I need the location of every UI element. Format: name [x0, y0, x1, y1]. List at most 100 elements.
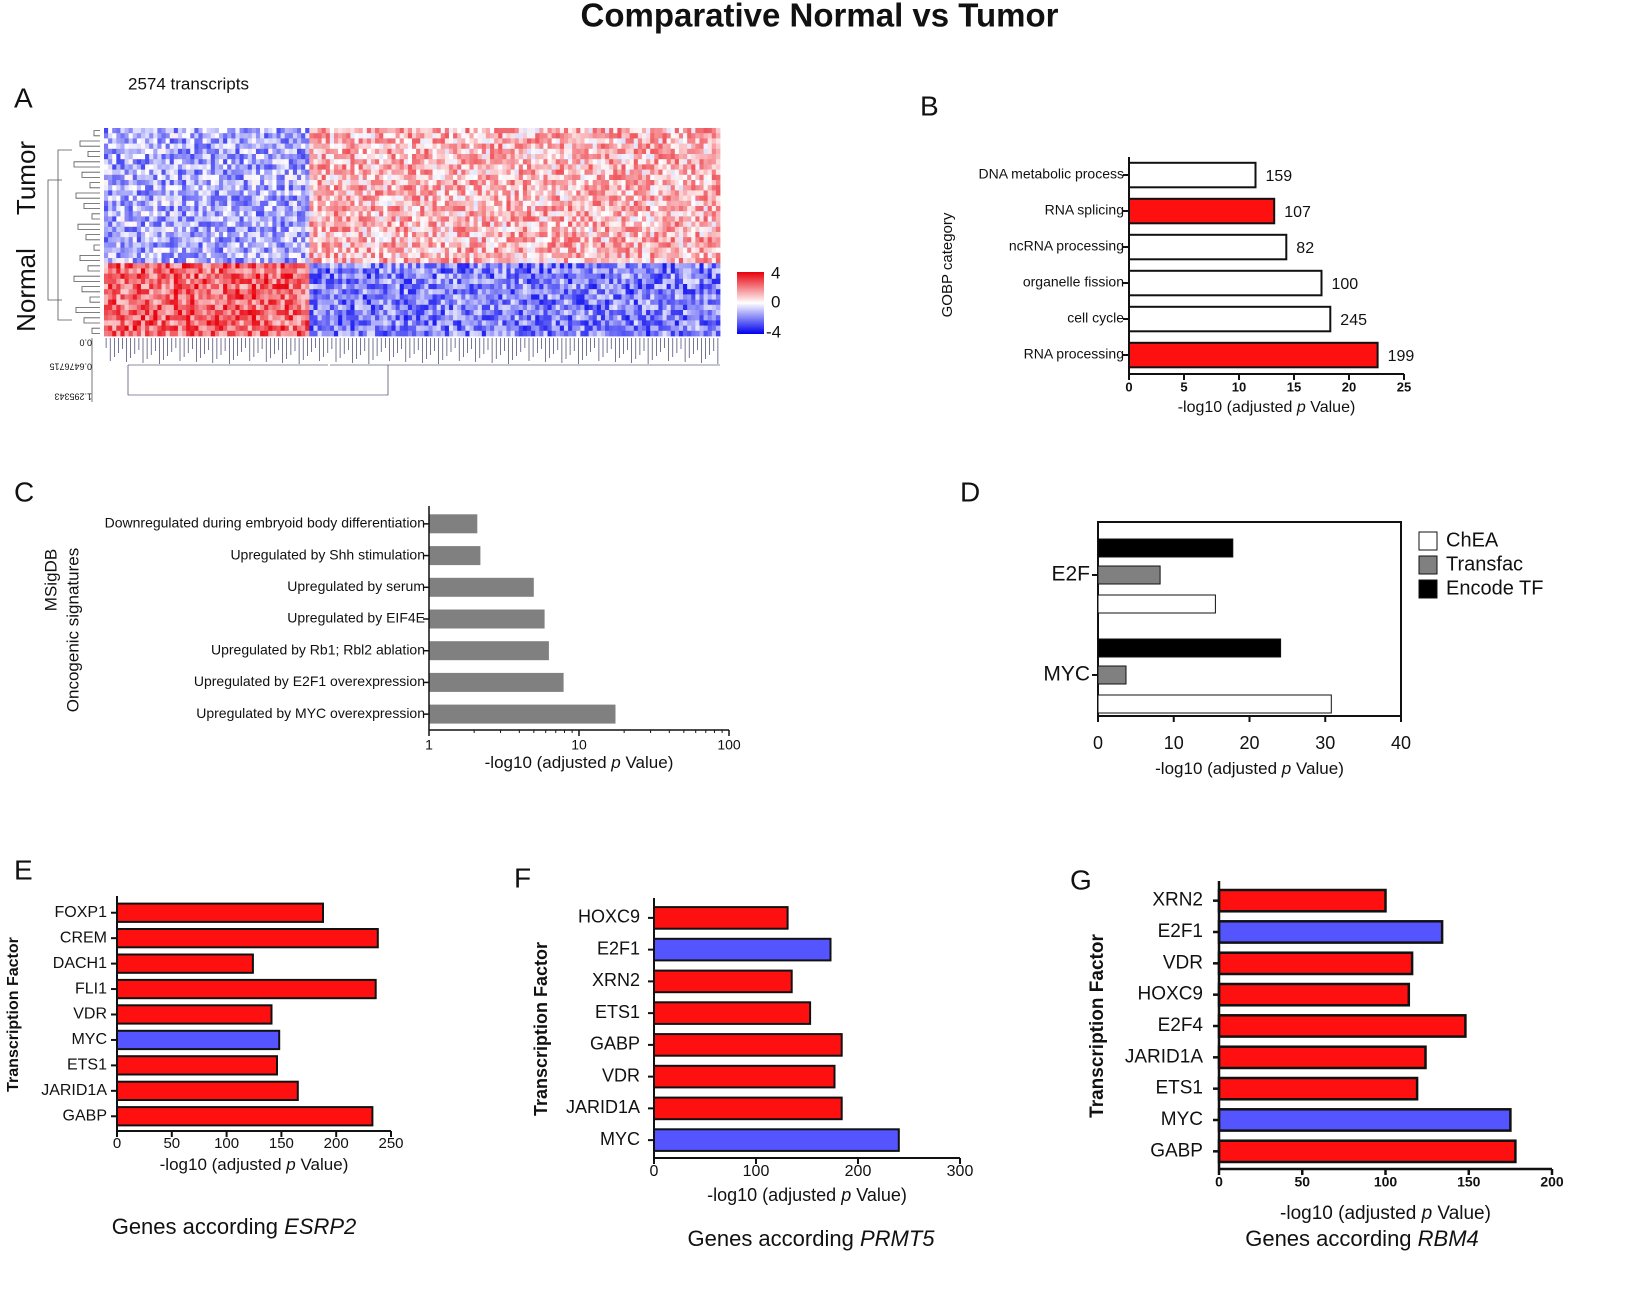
heatmap-cell: [333, 237, 339, 243]
heatmap-cell: [206, 226, 212, 233]
heatmap-cell: [280, 148, 286, 155]
heatmap-cell: [444, 268, 450, 274]
heatmap-cell: [490, 252, 495, 259]
heatmap-cell: [329, 159, 335, 165]
heatmap-cell: [535, 195, 540, 202]
heatmap-cell: [457, 174, 462, 181]
heatmap-cell: [580, 190, 585, 196]
heatmap-cell: [695, 174, 700, 181]
heatmap-cell: [243, 185, 249, 191]
heatmap-cell: [214, 190, 220, 196]
heatmap-cell: [592, 159, 598, 165]
heatmap-cell: [568, 232, 573, 238]
heatmap-cell: [227, 232, 232, 238]
heatmap-cell: [338, 169, 343, 176]
heatmap-cell: [399, 164, 405, 170]
heatmap-cell: [284, 232, 290, 238]
heatmap-cell: [145, 143, 150, 150]
heatmap-cell: [551, 294, 557, 300]
heatmap-cell: [206, 299, 212, 306]
heatmap-cell: [395, 200, 401, 207]
heatmap-cell: [268, 289, 273, 295]
heatmap-cell: [526, 164, 532, 170]
heatmap-cell: [605, 154, 610, 160]
heatmap-cell: [477, 206, 483, 212]
heatmap-cell: [440, 226, 446, 233]
heatmap-cell: [210, 258, 216, 264]
heatmap-cell: [432, 247, 438, 254]
heatmap-cell: [580, 284, 585, 290]
heatmap-cell: [301, 289, 306, 295]
heatmap-cell: [596, 169, 602, 176]
heatmap-cell: [198, 138, 203, 144]
heatmap-cell: [157, 154, 162, 160]
heatmap-cell: [370, 268, 376, 274]
heatmap-cell: [473, 289, 479, 295]
heatmap-cell: [498, 154, 503, 160]
heatmap-cell: [186, 258, 191, 264]
heatmap-cell: [313, 263, 318, 269]
heatmap-cell: [543, 232, 548, 238]
heatmap-cell: [662, 138, 668, 144]
heatmap-cell: [646, 133, 651, 139]
heatmap-cell: [153, 174, 158, 181]
heatmap-cell: [333, 143, 339, 150]
heatmap-cell: [173, 273, 179, 280]
heatmap-cell: [177, 289, 183, 295]
heatmap-cell: [104, 252, 109, 259]
heatmap-cell: [395, 133, 401, 139]
heatmap-cell: [313, 138, 318, 144]
heatmap-cell: [498, 232, 503, 238]
heatmap-cell: [412, 154, 417, 160]
heatmap-cell: [637, 180, 643, 186]
heatmap-cell: [387, 216, 392, 222]
heatmap-cell: [658, 278, 663, 285]
heatmap-cell: [699, 263, 704, 269]
heatmap-cell: [379, 232, 384, 238]
heatmap-cell: [617, 143, 622, 150]
heatmap-cell: [498, 242, 503, 248]
heatmap-cell: [206, 164, 212, 170]
heatmap-cell: [202, 216, 208, 222]
heatmap-cell: [132, 294, 138, 300]
heatmap-cell: [321, 174, 327, 181]
heatmap-cell: [223, 211, 228, 217]
heatmap-cell: [260, 252, 265, 259]
heatmap-cell: [288, 247, 294, 254]
heatmap-cell: [559, 294, 565, 300]
heatmap-cell: [703, 159, 709, 165]
heatmap-cell: [280, 221, 286, 228]
heatmap-cell: [264, 185, 269, 191]
heatmap-cell: [387, 180, 392, 186]
heatmap-cell: [153, 180, 158, 186]
heatmap-cell: [190, 180, 195, 186]
heatmap-cell: [703, 221, 709, 228]
heatmap-cell: [559, 242, 565, 248]
heatmap-cell: [157, 169, 162, 176]
heatmap-cell: [366, 242, 372, 248]
heatmap-cell: [309, 247, 314, 254]
heatmap-cell: [358, 278, 364, 285]
heatmap-cell: [568, 226, 573, 233]
heatmap-cell: [596, 284, 602, 290]
heatmap-cell: [145, 154, 150, 160]
heatmap-cell: [584, 289, 589, 295]
heatmap-cell: [609, 143, 614, 150]
heatmap-cell: [309, 159, 314, 165]
heatmap-cell: [383, 206, 388, 212]
heatmap-cell: [136, 221, 142, 228]
heatmap-cell: [305, 252, 310, 259]
heatmap-cell: [177, 252, 183, 259]
heatmap-cell: [321, 164, 327, 170]
heatmap-cell: [366, 226, 372, 233]
heatmap-cell: [272, 289, 277, 295]
heatmap-cell: [453, 200, 458, 207]
heatmap-cell: [420, 273, 425, 280]
heatmap-cell: [662, 200, 668, 207]
heatmap-cell: [243, 294, 249, 300]
heatmap-cell: [272, 284, 277, 290]
heatmap-cell: [559, 263, 565, 269]
heatmap-cell: [153, 154, 158, 160]
heatmap-cell: [465, 200, 470, 207]
heatmap-cell: [366, 211, 372, 217]
